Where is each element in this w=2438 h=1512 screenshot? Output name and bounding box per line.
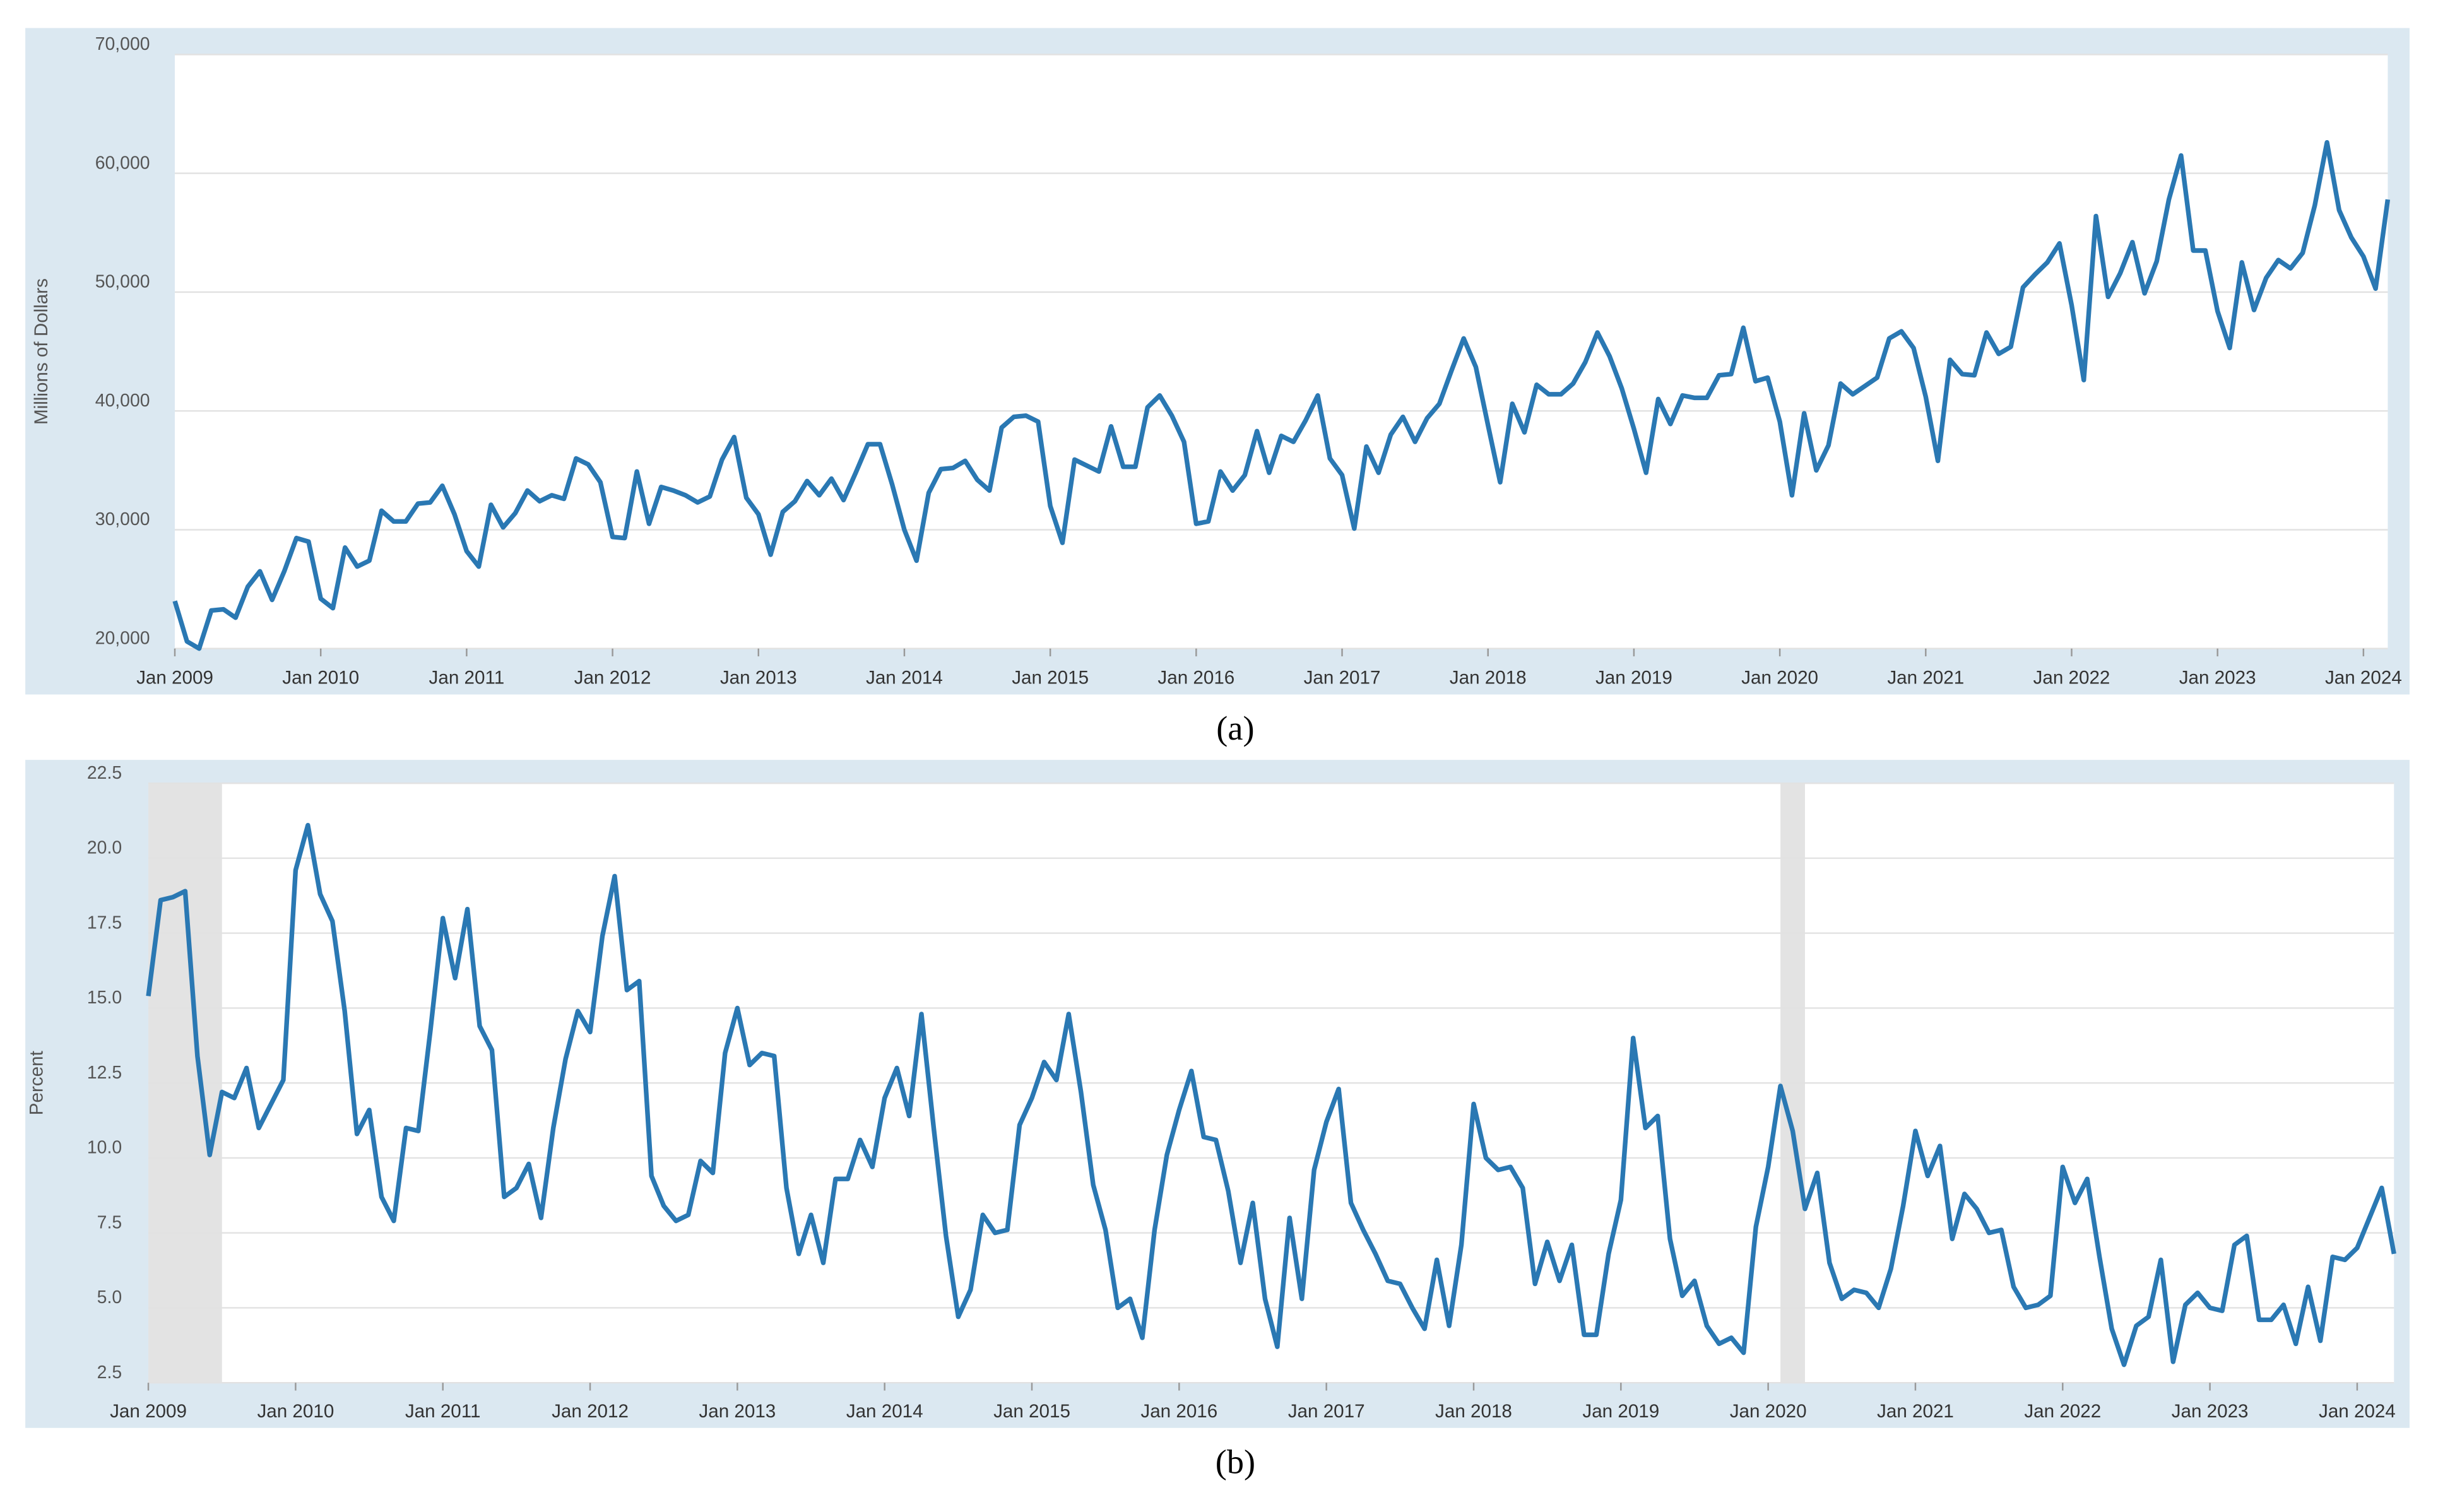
- y-tick-label: 20.0: [87, 838, 122, 858]
- x-tick-label: Jan 2022: [2033, 668, 2110, 688]
- y-tick-label: 70,000: [95, 34, 150, 54]
- data-line: [146, 822, 2396, 1367]
- x-tick-label: Jan 2012: [552, 1401, 629, 1422]
- x-tick-label: Jan 2018: [1435, 1401, 1512, 1422]
- x-tick-label: Jan 2014: [866, 668, 943, 688]
- y-tick-label: 60,000: [95, 153, 150, 173]
- x-tick-label: Jan 2018: [1450, 668, 1527, 688]
- x-tick-label: Jan 2023: [2179, 668, 2256, 688]
- x-tick-label: Jan 2019: [1595, 668, 1672, 688]
- x-tick-label: Jan 2024: [2325, 668, 2402, 688]
- x-tick-label: Jan 2016: [1140, 1401, 1217, 1422]
- y-axis-label: Percent: [27, 1050, 47, 1115]
- caption: (a): [1216, 709, 1254, 747]
- y-tick-label: 50,000: [95, 272, 150, 292]
- x-tick-label: Jan 2020: [1730, 1401, 1807, 1422]
- caption: (b): [1216, 1443, 1255, 1480]
- x-tick-label: Jan 2011: [405, 1401, 481, 1422]
- x-tick-label: Jan 2013: [720, 668, 797, 688]
- x-tick-label: Jan 2021: [1887, 668, 1964, 688]
- x-tick-label: Jan 2017: [1288, 1401, 1365, 1422]
- x-tick-label: Jan 2021: [1877, 1401, 1954, 1422]
- y-tick-label: 40,000: [95, 391, 150, 411]
- x-tick-label: Jan 2010: [282, 668, 359, 688]
- x-tick-label: Jan 2009: [110, 1401, 187, 1422]
- x-tick-label: Jan 2009: [136, 668, 213, 688]
- x-tick-label: Jan 2010: [257, 1401, 334, 1422]
- x-tick-label: Jan 2023: [2172, 1401, 2249, 1422]
- x-tick-label: Jan 2017: [1304, 668, 1381, 688]
- plot-area: [175, 54, 2388, 649]
- x-tick-label: Jan 2024: [2319, 1401, 2396, 1422]
- data-line: [172, 139, 2391, 651]
- y-tick-label: 20,000: [95, 628, 150, 648]
- y-tick-label: 2.5: [97, 1362, 122, 1383]
- y-tick-label: 7.5: [97, 1212, 122, 1232]
- y-tick-label: 15.0: [87, 988, 122, 1008]
- x-tick-label: Jan 2019: [1582, 1401, 1659, 1422]
- y-axis-label: Millions of Dollars: [31, 278, 52, 425]
- x-tick-label: Jan 2012: [574, 668, 651, 688]
- x-tick-label: Jan 2015: [993, 1401, 1070, 1422]
- y-tick-label: 5.0: [97, 1287, 122, 1308]
- y-tick-label: 22.5: [87, 763, 122, 783]
- y-tick-label: 30,000: [95, 509, 150, 529]
- x-tick-label: Jan 2022: [2024, 1401, 2101, 1422]
- x-tick-label: Jan 2013: [699, 1401, 776, 1422]
- x-tick-label: Jan 2011: [429, 668, 505, 688]
- y-tick-label: 17.5: [87, 913, 122, 933]
- x-tick-label: Jan 2015: [1012, 668, 1089, 688]
- y-tick-label: 12.5: [87, 1063, 122, 1083]
- x-tick-label: Jan 2020: [1741, 668, 1818, 688]
- y-tick-label: 10.0: [87, 1138, 122, 1158]
- x-tick-label: Jan 2014: [846, 1401, 923, 1422]
- x-tick-label: Jan 2016: [1157, 668, 1234, 688]
